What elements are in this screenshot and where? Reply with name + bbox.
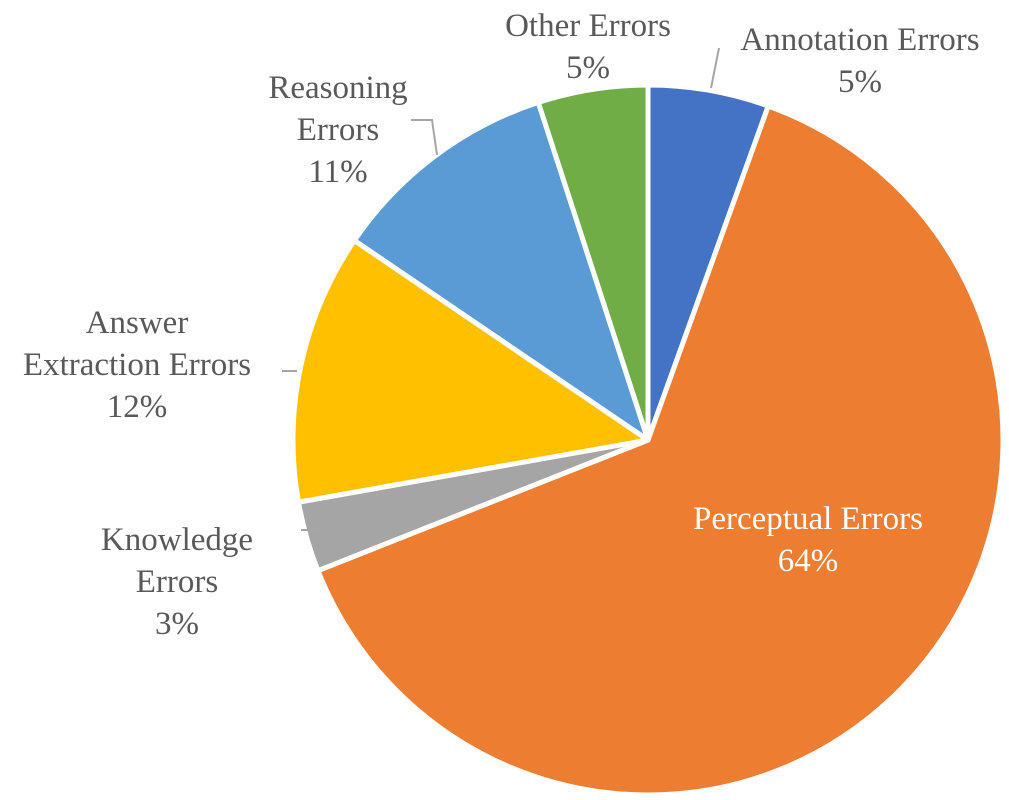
pie-slices: [290, 82, 1006, 798]
slice-label-knowledge-errors: Knowledge Errors 3%: [101, 522, 253, 642]
slice-percent-other-errors: 5%: [566, 50, 610, 86]
slice-percent-reasoning-errors: 11%: [308, 154, 367, 190]
leader-line-reasoning-errors: [411, 119, 438, 156]
slice-percent-annotation-errors: 5%: [838, 64, 882, 100]
slice-category-reasoning-errors: Errors: [297, 112, 379, 148]
slice-percent-perceptual-errors: 64%: [778, 543, 839, 579]
leader-line-annotation-errors: [710, 47, 720, 89]
slice-label-reasoning-errors: Reasoning Errors 11%: [268, 70, 407, 190]
pie-slice-other-errors: [535, 82, 651, 443]
slice-percent-knowledge-errors: 3%: [155, 606, 199, 642]
slice-category-knowledge-errors: Errors: [136, 564, 218, 600]
slice-label-annotation-errors: Annotation Errors 5%: [740, 22, 979, 100]
slice-label-other-errors: Other Errors 5%: [505, 8, 671, 86]
leader-lines: [282, 47, 720, 531]
slice-category-perceptual-errors: Perceptual Errors: [693, 501, 923, 537]
slice-category-knowledge-errors: Knowledge: [101, 522, 253, 558]
slice-category-answer-extraction-errors: Answer: [86, 305, 189, 341]
slice-category-answer-extraction-errors: Extraction Errors: [23, 347, 251, 383]
slice-label-perceptual-errors: Perceptual Errors 64%: [693, 501, 923, 579]
pie-slice-perceptual-errors: [315, 103, 1006, 798]
slice-label-answer-extraction-errors: Answer Extraction Errors 12%: [23, 305, 251, 425]
slice-category-other-errors: Other Errors: [505, 8, 671, 44]
slice-category-reasoning-errors: Reasoning: [268, 70, 407, 106]
slice-percent-answer-extraction-errors: 12%: [107, 389, 168, 425]
pie-slice-answer-extraction-errors: [290, 237, 651, 505]
slice-labels: Annotation Errors 5% Perceptual Errors 64% K…: [23, 8, 980, 642]
pie-slice-reasoning-errors: [351, 99, 651, 443]
slice-category-annotation-errors: Annotation Errors: [740, 22, 979, 58]
